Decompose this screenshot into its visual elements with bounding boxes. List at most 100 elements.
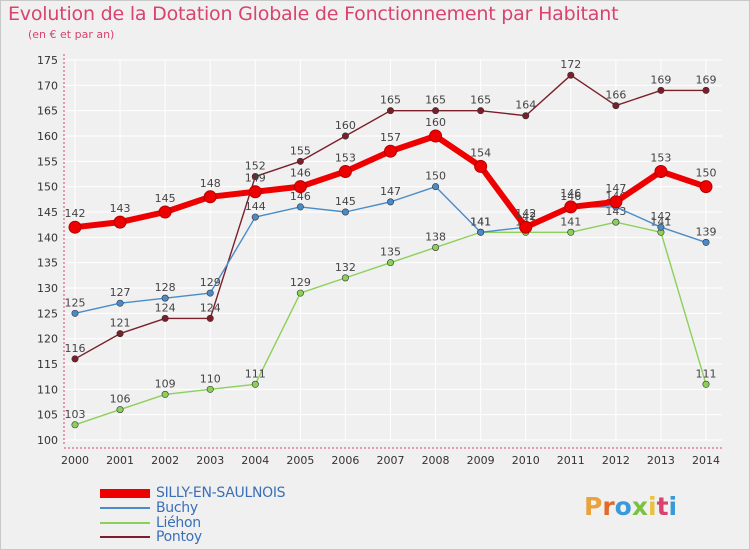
y-tick-label: 150: [37, 181, 58, 194]
y-tick-label: 140: [37, 231, 58, 244]
data-point-pontoy: [296, 157, 304, 165]
logo-letter: P: [584, 492, 603, 521]
data-point-pontoy: [477, 107, 485, 115]
data-point-silly-en-saulnois: [519, 220, 533, 234]
data-point-buchy: [71, 309, 79, 317]
chart-subtitle: (en € et par an): [28, 28, 115, 41]
data-point-buchy: [432, 183, 440, 191]
y-tick-label: 155: [37, 155, 58, 168]
data-point-silly-en-saulnois: [293, 180, 307, 194]
x-tick-label: 2012: [602, 454, 630, 467]
data-label-pontoy: 116: [65, 342, 86, 355]
data-label-pontoy: 172: [560, 58, 581, 71]
x-tick-label: 2010: [512, 454, 540, 467]
data-label-buchy: 146: [560, 190, 581, 203]
data-label-pontoy: 165: [425, 94, 446, 107]
data-label-pontoy: 160: [335, 119, 356, 132]
logo-letter: i: [648, 492, 657, 521]
legend-swatch-silly: [100, 488, 150, 498]
x-tick-label: 2014: [692, 454, 720, 467]
data-label-pontoy: 155: [290, 144, 311, 157]
data-label-silly-en-saulnois: 146: [290, 167, 311, 180]
data-point-buchy: [161, 294, 169, 302]
data-point-buchy: [702, 238, 710, 246]
data-label-li-hon: 111: [696, 367, 717, 380]
y-tick-label: 135: [37, 257, 58, 270]
data-label-silly-en-saulnois: 148: [200, 177, 221, 190]
data-label-li-hon: 111: [245, 367, 266, 380]
data-label-silly-en-saulnois: 147: [605, 182, 626, 195]
data-label-li-hon: 109: [155, 377, 176, 390]
legend-swatch-buchy: [100, 507, 150, 509]
y-tick-label: 100: [37, 434, 58, 447]
data-point-silly-en-saulnois: [338, 164, 352, 178]
data-point-buchy: [116, 299, 124, 307]
y-tick-label: 110: [37, 383, 58, 396]
logo-letter: t: [656, 492, 669, 521]
y-tick-label: 165: [37, 105, 58, 118]
data-label-pontoy: 169: [650, 73, 671, 86]
legend-item-buchy: Buchy: [100, 501, 198, 515]
legend-label-buchy: Buchy: [156, 500, 198, 516]
data-point-li-hon: [296, 289, 304, 297]
legend-swatch-pontoy: [100, 536, 150, 538]
data-label-buchy: 146: [290, 190, 311, 203]
data-label-li-hon: 132: [335, 261, 356, 274]
data-point-silly-en-saulnois: [248, 185, 262, 199]
legend-label-liehon: Liéhon: [156, 515, 201, 531]
data-point-silly-en-saulnois: [609, 195, 623, 209]
data-label-silly-en-saulnois: 146: [560, 187, 581, 200]
data-label-silly-en-saulnois: 157: [380, 131, 401, 144]
data-point-pontoy: [71, 355, 79, 363]
data-label-buchy: 144: [245, 200, 266, 213]
data-label-silly-en-saulnois: 154: [470, 146, 491, 159]
legend-label-pontoy: Pontoy: [156, 529, 202, 545]
data-point-silly-en-saulnois: [654, 164, 668, 178]
data-point-pontoy: [161, 314, 169, 322]
data-label-silly-en-saulnois: 150: [696, 167, 717, 180]
data-point-buchy: [296, 203, 304, 211]
logo-letter: r: [602, 492, 615, 521]
data-point-silly-en-saulnois: [699, 180, 713, 194]
data-point-pontoy: [432, 107, 440, 115]
y-tick-label: 105: [37, 409, 58, 422]
data-label-pontoy: 124: [200, 301, 221, 314]
proxiti-logo: Proxiti: [584, 492, 677, 521]
data-label-silly-en-saulnois: 143: [110, 202, 131, 215]
y-tick-label: 125: [37, 307, 58, 320]
data-point-pontoy: [702, 86, 710, 94]
data-label-buchy: 139: [696, 225, 717, 238]
x-tick-label: 2001: [106, 454, 134, 467]
data-label-li-hon: 138: [425, 230, 446, 243]
x-tick-label: 2007: [377, 454, 405, 467]
data-label-buchy: 142: [650, 210, 671, 223]
data-point-buchy: [657, 223, 665, 231]
y-tick-label: 160: [37, 130, 58, 143]
data-label-buchy: 147: [380, 185, 401, 198]
data-label-li-hon: 106: [110, 393, 131, 406]
data-label-li-hon: 110: [200, 372, 221, 385]
x-tick-label: 2009: [467, 454, 495, 467]
data-point-silly-en-saulnois: [68, 220, 82, 234]
data-point-buchy: [386, 198, 394, 206]
logo-letter: x: [631, 492, 648, 521]
data-point-silly-en-saulnois: [113, 215, 127, 229]
plot-area: [64, 60, 722, 440]
x-tick-label: 2005: [286, 454, 314, 467]
data-point-li-hon: [612, 218, 620, 226]
data-point-buchy: [251, 213, 259, 221]
x-tick-label: 2000: [61, 454, 89, 467]
data-label-silly-en-saulnois: 160: [425, 116, 446, 129]
data-point-li-hon: [386, 259, 394, 267]
data-point-li-hon: [71, 421, 79, 429]
data-point-buchy: [206, 289, 214, 297]
data-point-li-hon: [702, 380, 710, 388]
data-label-silly-en-saulnois: 142: [65, 207, 86, 220]
data-point-pontoy: [341, 132, 349, 140]
data-label-buchy: 127: [110, 286, 131, 299]
data-point-li-hon: [432, 243, 440, 251]
data-point-pontoy: [657, 86, 665, 94]
data-label-pontoy: 165: [470, 94, 491, 107]
data-point-pontoy: [612, 102, 620, 110]
y-tick-label: 120: [37, 333, 58, 346]
